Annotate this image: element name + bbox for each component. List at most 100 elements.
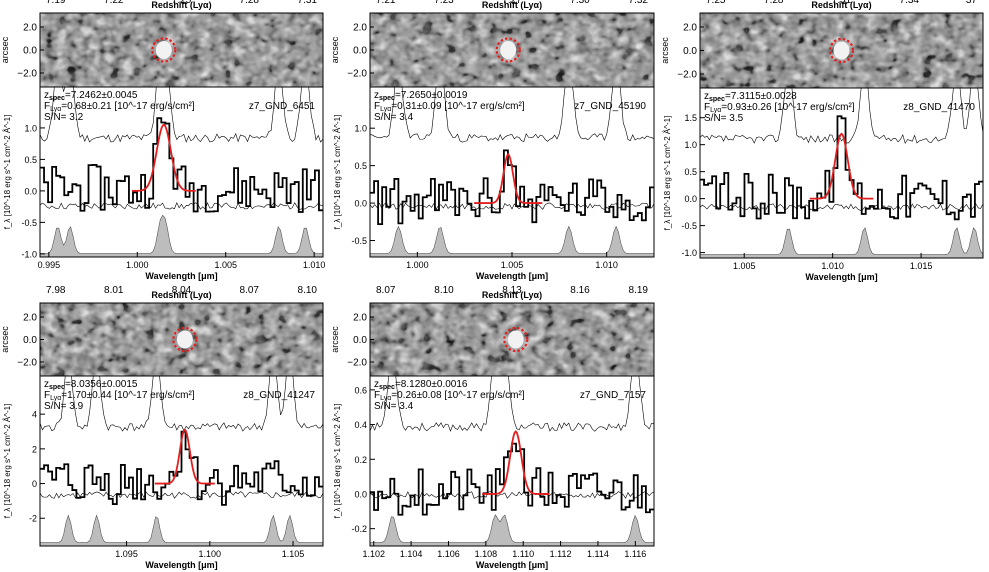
redshift-tick-label: 7.28 (764, 0, 784, 6)
aperture-circle (151, 37, 177, 63)
object-id-label: z7_GND_7157 (580, 390, 647, 401)
zspec-value: =7.2650±0.0019 (395, 90, 468, 101)
redshift-tick-label: 7.22 (104, 0, 124, 6)
panel-z8_GND_41470: Redshift (Lyα) 7.25 7.28 7.31 7.34 37 arcsec 2.… (660, 0, 984, 282)
sn-annotation: S/N= 3.9 (44, 401, 84, 412)
noise-upper-line (700, 88, 983, 144)
redshift-tick-label: 37 (966, 0, 978, 6)
aperture-circle (503, 326, 529, 353)
zspec-symbol: z (44, 379, 49, 390)
redshift-tick-label: 8.10 (434, 285, 454, 296)
noise-upper-line (370, 376, 654, 432)
flux-subscript: Lyα (50, 395, 61, 402)
panel-z8_GND_41247: Redshift (Lyα) 7.98 8.01 8.04 8.07 8.10 arcsec… (0, 285, 324, 570)
redshift-tick-label: 8.16 (570, 285, 590, 296)
y-tick-label: -0.5 (681, 221, 697, 231)
x-tick-label: 1.010 (303, 260, 326, 270)
stamp-source-blob (176, 330, 193, 349)
object-id-label: z8_GND_41247 (243, 390, 315, 401)
stamp-source-blob (507, 330, 524, 349)
redshift-tick-label: 7.32 (629, 0, 649, 6)
plot-area (370, 87, 654, 257)
stamp-tick-label: 0.0 (353, 46, 367, 57)
redshift-axis-label: Redshift (Lyα) (482, 290, 542, 300)
flux-annotation: FLyα=0.93±0.26 [10^-17 erg/s/cm²] (704, 102, 855, 114)
x-tick-label: 1.108 (475, 549, 498, 559)
flux-subscript: Lyα (50, 106, 61, 113)
zspec-subscript: spec (709, 96, 725, 103)
spectrum-frame (699, 87, 984, 259)
x-tick-label: 1.000 (126, 260, 149, 270)
zspec-subscript: spec (379, 384, 395, 391)
panel-z7_GND_45190: Redshift (Lyα) 7.21 7.23 7.27 7.30 7.32 arcsec… (330, 0, 655, 281)
y-tick-label: -1.0 (21, 249, 37, 259)
flux-value: =0.68±0.21 [10^-17 erg/s/cm²] (61, 101, 195, 112)
aperture-circle (495, 37, 521, 63)
stamp-ylabel: arcsec (0, 36, 10, 63)
sn-annotation: S/N= 3.5 (704, 113, 744, 124)
x-tick-label: 1.005 (214, 260, 237, 270)
redshift-tick-label: 7.25 (706, 0, 726, 6)
zspec-value: =7.2462±0.0045 (65, 90, 138, 101)
redshift-tick-label: 8.07 (240, 285, 260, 296)
y-tick-label: 0.0 (354, 199, 367, 209)
flux-value: =0.93±0.26 [10^-17 erg/s/cm²] (721, 102, 855, 113)
gaussian-line-fit (131, 123, 196, 192)
flux-value: =0.31±0.09 [10^-17 erg/s/cm²] (391, 101, 525, 112)
y-tick-label: 1.0 (24, 123, 37, 133)
redshift-tick-label: 7.27 (502, 0, 522, 6)
redshift-tick-label: 8.13 (502, 285, 522, 296)
sn-annotation: S/N= 3.2 (44, 112, 84, 123)
y-tick-label: 4 (32, 410, 37, 420)
y-tick-label: -0.5 (351, 236, 367, 246)
redshift-axis-label: Redshift (Lyα) (151, 290, 211, 300)
stamp-ylabel: arcsec (0, 326, 10, 353)
observed-spectrum-step (40, 117, 323, 213)
redshift-tick-label: 8.10 (298, 285, 318, 296)
panel-z7_GND_7157: Redshift (Lyα) 8.07 8.10 8.13 8.16 8.19 arcsec… (330, 285, 655, 570)
y-tick-label: 0.5 (684, 167, 697, 177)
y-tick-label: -0.2 (351, 524, 367, 534)
wavelength-axis-label: Wavelength [μm] (476, 560, 548, 570)
redshift-tick-label: 7.28 (240, 0, 260, 6)
noise-lower-line (370, 491, 654, 499)
zspec-annotation: zspec=7.3115±0.0028 (704, 91, 797, 103)
x-tick-label: 1.015 (910, 261, 933, 271)
x-tick-label: 1.114 (587, 549, 609, 559)
x-tick-label: 0.995 (38, 260, 61, 270)
flux-annotation: FLyα=0.26±0.08 [10^-17 erg/s/cm²] (374, 390, 525, 402)
stamp-tick-label: −2.0 (347, 69, 367, 80)
x-tick-label: 1.010 (821, 261, 844, 271)
wavelength-axis-label: Wavelength [μm] (145, 560, 217, 570)
stamp-source-blob (833, 41, 850, 60)
y-tick-label: 1.0 (354, 124, 367, 134)
redshift-tick-label: 8.19 (629, 285, 649, 296)
y-tick-label: 0.5 (24, 155, 37, 165)
y-tick-label: 0 (32, 479, 37, 489)
observed-spectrum-step (700, 115, 983, 221)
sn-annotation: S/N= 3.4 (374, 112, 414, 123)
flux-axis-label: f_λ [10^-18 erg s^-1 cm^-2 Å^-1] (333, 404, 342, 519)
sky-spectrum (40, 214, 323, 257)
wavelength-axis-label: Wavelength [μm] (476, 271, 548, 281)
noise-lower-line (40, 491, 323, 499)
stamp-tick-label: −2.0 (347, 358, 367, 369)
flux-symbol: F (374, 390, 380, 401)
stamp-tick-label: 2.0 (353, 313, 367, 324)
y-tick-label: 0.5 (354, 161, 367, 171)
redshift-axis-label: Redshift (Lyα) (482, 0, 542, 10)
zspec-symbol: z (374, 379, 379, 390)
stamp-ylabel: arcsec (330, 36, 340, 63)
stamp-tick-label: −2.0 (17, 358, 37, 369)
x-tick-label: 1.110 (512, 549, 534, 559)
sky-spectrum (370, 514, 654, 546)
stamp-tick-label: 2.0 (23, 23, 37, 34)
x-tick-label: 1.105 (282, 549, 305, 559)
x-tick-label: 1.100 (199, 549, 222, 559)
flux-subscript: Lyα (710, 107, 721, 114)
zspec-annotation: zspec=8.1280±0.0016 (374, 379, 468, 391)
flux-axis-label: f_λ [10^-18 erg s^-1 cm^-2 Å^-1] (3, 404, 12, 519)
aperture-circle (172, 326, 198, 353)
x-tick-label: 1.104 (400, 549, 423, 559)
spectrum-frame (39, 86, 324, 258)
